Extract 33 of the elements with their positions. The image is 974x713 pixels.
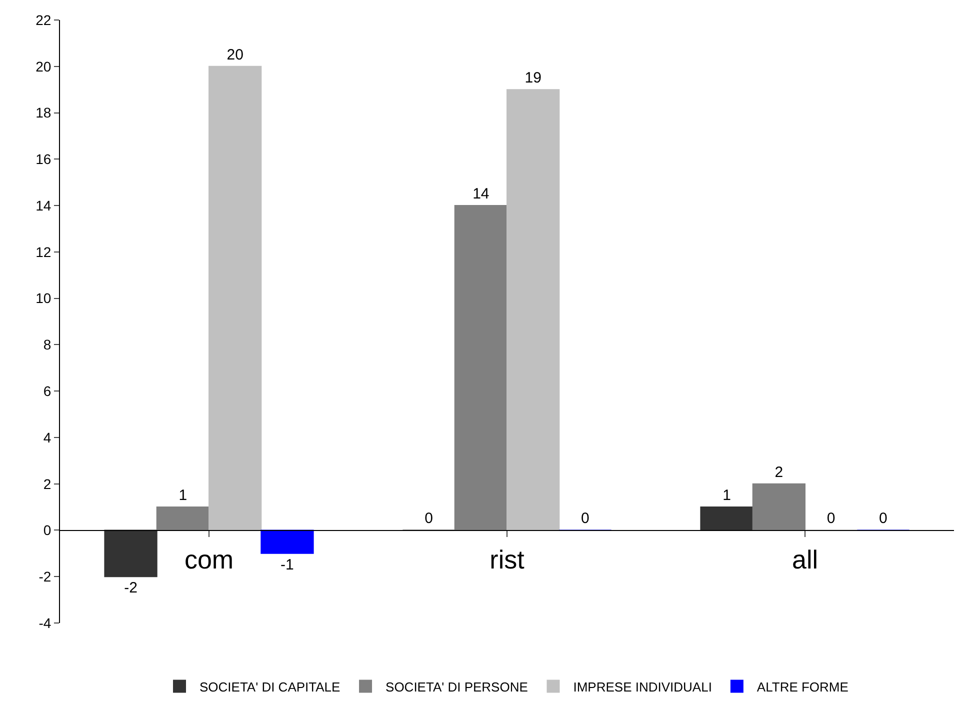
y-tick-label: -4 bbox=[38, 614, 52, 631]
data-label: 0 bbox=[879, 510, 888, 528]
x-tick-label: com bbox=[184, 544, 234, 574]
data-label: 19 bbox=[524, 70, 542, 87]
legend-label: SOCIETA' DI CAPITALE bbox=[200, 679, 341, 694]
y-tick-label: 2 bbox=[43, 476, 52, 492]
y-tick-label: 8 bbox=[43, 336, 52, 353]
y-tick-label: 20 bbox=[36, 58, 52, 74]
y-tick-label: 4 bbox=[43, 429, 52, 446]
legend-label: SOCIETA' DI PERSONE bbox=[386, 679, 528, 694]
data-label: 1 bbox=[178, 487, 188, 504]
data-label: 1 bbox=[722, 487, 731, 504]
y-tick-label: 22 bbox=[36, 12, 52, 28]
data-label: 0 bbox=[826, 510, 836, 528]
x-tick-label: rist bbox=[490, 544, 526, 574]
x-tick-label: all bbox=[792, 544, 818, 574]
data-label: 0 bbox=[581, 510, 590, 528]
y-tick-label: 10 bbox=[36, 290, 52, 306]
y-tick-label: 14 bbox=[36, 197, 52, 214]
data-label: -2 bbox=[124, 580, 138, 597]
y-tick-label: 18 bbox=[36, 104, 52, 121]
y-tick-label: 12 bbox=[36, 244, 52, 260]
y-tick-label: 6 bbox=[43, 382, 52, 399]
legend-label: IMPRESE INDIVIDUALI bbox=[573, 679, 712, 694]
data-label: 0 bbox=[424, 510, 433, 528]
data-label: -1 bbox=[280, 556, 294, 574]
data-label: 20 bbox=[226, 46, 244, 64]
y-tick-label: -2 bbox=[38, 568, 52, 585]
legend-label: ALTRE FORME bbox=[756, 679, 849, 694]
y-tick-label: 16 bbox=[36, 151, 52, 168]
data-label: 2 bbox=[774, 464, 784, 481]
y-tick-label: 0 bbox=[43, 522, 52, 538]
data-label: 14 bbox=[472, 186, 490, 203]
